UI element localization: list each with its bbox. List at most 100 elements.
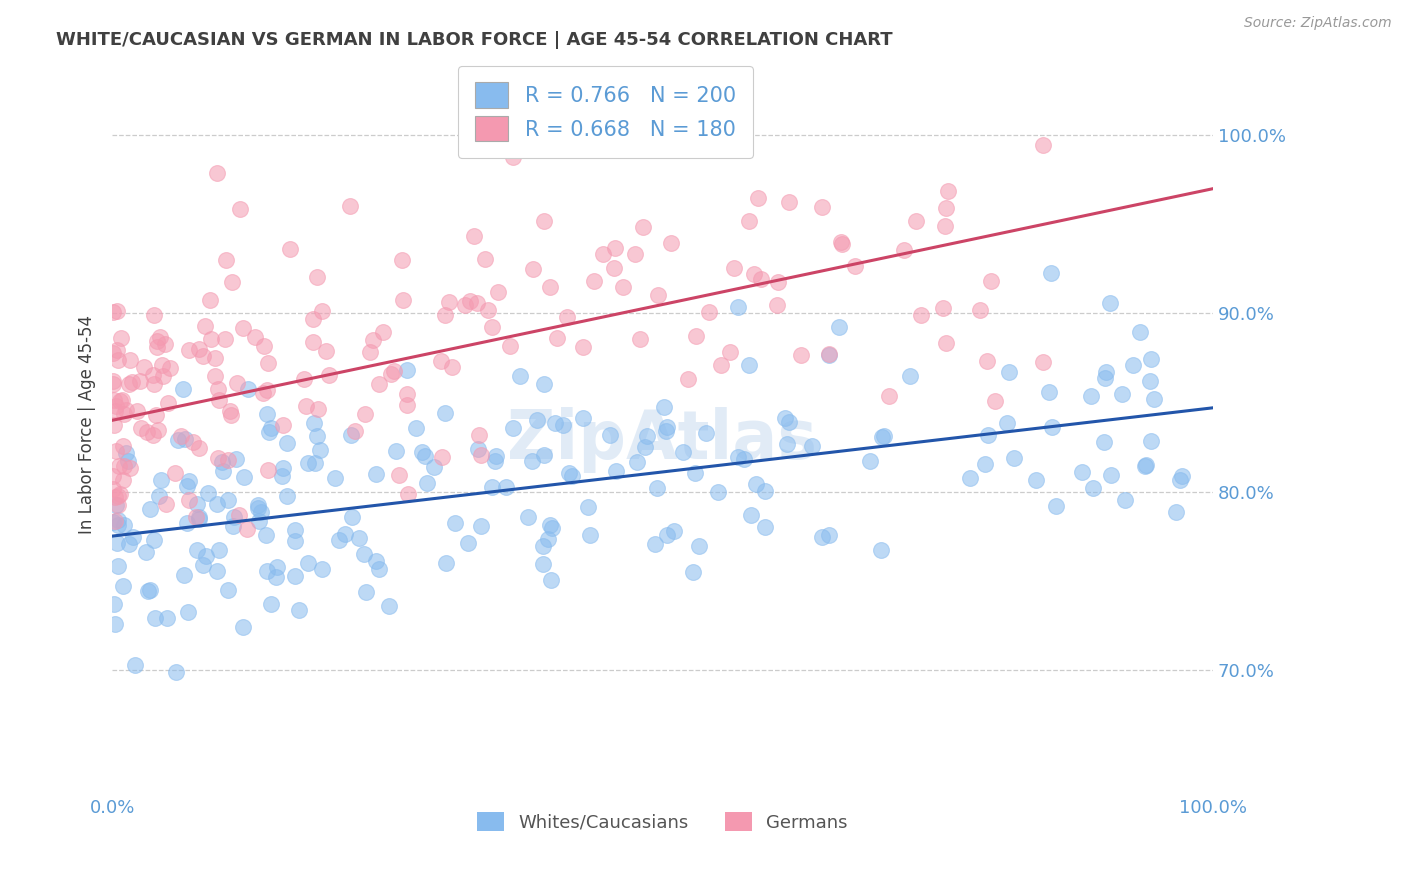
- Point: [468, 428, 491, 442]
- Point: [260, 420, 283, 434]
- Point: [1164, 505, 1187, 519]
- Point: [247, 501, 270, 516]
- Point: [146, 334, 169, 348]
- Point: [218, 404, 240, 418]
- Point: [391, 252, 413, 267]
- Point: [238, 382, 260, 396]
- Point: [561, 468, 583, 483]
- Point: [378, 599, 401, 613]
- Point: [502, 421, 524, 435]
- Point: [292, 371, 315, 385]
- Point: [546, 331, 568, 345]
- Point: [236, 522, 259, 536]
- Point: [592, 247, 614, 261]
- Point: [740, 508, 762, 522]
- Point: [176, 479, 198, 493]
- Point: [112, 517, 135, 532]
- Point: [1168, 473, 1191, 487]
- Point: [367, 377, 389, 392]
- Point: [193, 349, 215, 363]
- Point: [153, 337, 176, 351]
- Point: [531, 539, 554, 553]
- Point: [311, 304, 333, 318]
- Point: [155, 611, 177, 625]
- Point: [136, 425, 159, 439]
- Point: [318, 368, 340, 383]
- Point: [134, 360, 156, 375]
- Point: [434, 556, 457, 570]
- Point: [339, 427, 361, 442]
- Point: [276, 435, 298, 450]
- Point: [177, 343, 200, 357]
- Point: [733, 452, 755, 467]
- Point: [1099, 296, 1122, 310]
- Point: [634, 440, 657, 454]
- Point: [254, 528, 277, 542]
- Point: [353, 547, 375, 561]
- Point: [115, 403, 138, 417]
- Point: [526, 412, 548, 426]
- Point: [747, 191, 769, 205]
- Point: [112, 407, 135, 421]
- Point: [328, 533, 350, 547]
- Point: [811, 530, 834, 544]
- Point: [790, 348, 813, 362]
- Point: [470, 519, 492, 533]
- Point: [250, 505, 273, 519]
- Point: [311, 562, 333, 576]
- Point: [544, 416, 567, 430]
- Point: [1092, 434, 1115, 449]
- Point: [104, 499, 127, 513]
- Point: [817, 348, 839, 362]
- Point: [184, 510, 207, 524]
- Point: [283, 568, 305, 582]
- Point: [624, 247, 647, 261]
- Point: [484, 454, 506, 468]
- Point: [655, 424, 678, 438]
- Point: [249, 514, 271, 528]
- Point: [173, 433, 195, 447]
- Point: [1032, 355, 1054, 369]
- Point: [697, 305, 720, 319]
- Point: [395, 386, 418, 401]
- Point: [870, 430, 893, 444]
- Point: [112, 439, 135, 453]
- Point: [959, 470, 981, 484]
- Point: [531, 558, 554, 572]
- Point: [205, 565, 228, 579]
- Point: [110, 331, 132, 345]
- Point: [103, 597, 125, 611]
- Point: [844, 259, 866, 273]
- Point: [537, 532, 560, 546]
- Point: [256, 407, 278, 421]
- Point: [688, 539, 710, 553]
- Point: [1094, 370, 1116, 384]
- Point: [678, 372, 700, 386]
- Point: [179, 474, 201, 488]
- Point: [439, 294, 461, 309]
- Point: [1045, 500, 1067, 514]
- Point: [727, 300, 749, 314]
- Point: [217, 453, 239, 467]
- Point: [135, 545, 157, 559]
- Point: [742, 267, 765, 281]
- Point: [323, 471, 346, 485]
- Point: [340, 509, 363, 524]
- Point: [219, 409, 242, 423]
- Point: [288, 603, 311, 617]
- Point: [359, 344, 381, 359]
- Point: [103, 374, 125, 388]
- Point: [186, 543, 208, 558]
- Point: [304, 456, 326, 470]
- Point: [710, 358, 733, 372]
- Point: [801, 439, 824, 453]
- Point: [707, 485, 730, 500]
- Point: [1025, 473, 1047, 487]
- Point: [977, 428, 1000, 442]
- Point: [485, 450, 508, 464]
- Point: [148, 423, 170, 437]
- Point: [105, 536, 128, 550]
- Point: [557, 466, 579, 480]
- Point: [142, 308, 165, 322]
- Point: [107, 499, 129, 513]
